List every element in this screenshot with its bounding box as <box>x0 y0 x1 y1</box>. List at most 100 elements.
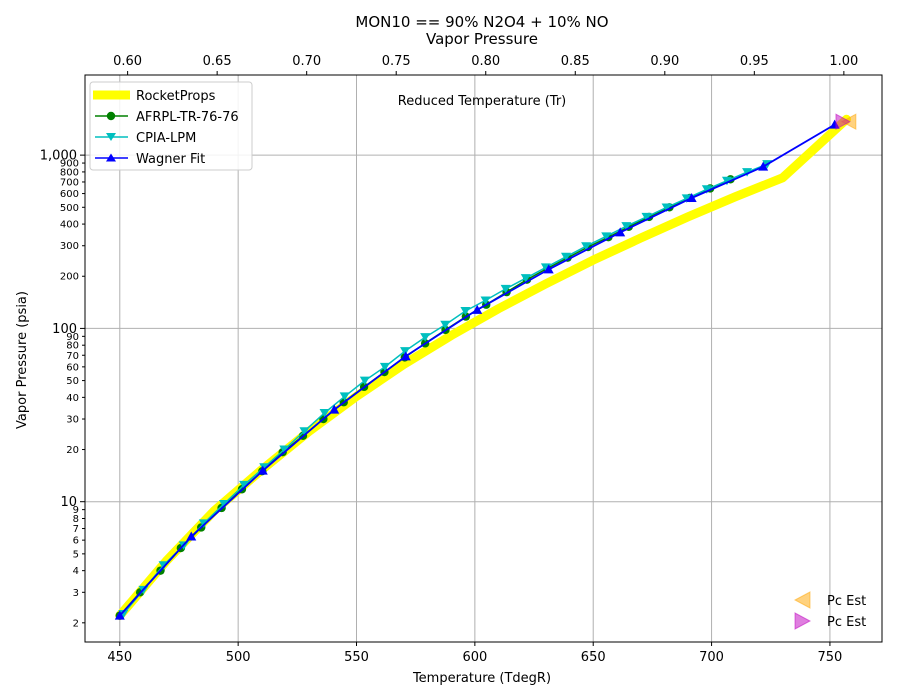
x-tick-label: 750 <box>818 650 843 665</box>
x2-tick-label: 0.85 <box>561 54 590 69</box>
y-minor-tick-label: 600 <box>60 189 79 200</box>
series-pc-est-right <box>835 113 852 130</box>
y-minor-tick-label: 40 <box>66 393 79 404</box>
x-tick-label: 650 <box>581 650 606 665</box>
data-point <box>615 227 626 237</box>
y-minor-tick-label: 7 <box>73 524 79 535</box>
data-point <box>118 609 129 619</box>
data-point <box>480 296 491 305</box>
data-point <box>460 307 471 316</box>
series-line <box>115 114 851 621</box>
y-minor-tick-label: 20 <box>66 445 79 456</box>
data-point <box>279 445 290 455</box>
legend-entry-afrpl: AFRPL-TR-76-76 <box>95 110 239 125</box>
y-minor-tick-label: 70 <box>66 351 79 362</box>
data-point <box>601 232 612 241</box>
data-point <box>701 185 712 194</box>
data-point <box>319 408 330 418</box>
y-minor-tick-label: 800 <box>60 167 79 178</box>
legend-label: RocketProps <box>136 89 216 104</box>
data-point <box>329 404 340 414</box>
data-point <box>681 194 692 203</box>
legend-entry-pc-right: Pc Est <box>794 612 866 630</box>
data-point <box>420 333 431 342</box>
x2-tick-label: 0.65 <box>203 54 232 69</box>
data-point <box>661 203 672 212</box>
y-minor-tick-label: 400 <box>60 220 79 231</box>
data-point <box>520 274 531 283</box>
data-point <box>500 284 511 294</box>
y-minor-tick-label: 200 <box>60 272 79 283</box>
legend-label: Pc Est <box>827 615 866 630</box>
series-line <box>119 178 731 617</box>
y-tick-label: 100 <box>52 322 77 337</box>
x-tick-label: 550 <box>344 650 369 665</box>
legend-label: Pc Est <box>827 594 866 609</box>
x-axis-label: Temperature (TdegR) <box>412 671 551 686</box>
legend-entry-cpia: CPIA-LPM <box>95 131 196 146</box>
x-tick-label: 450 <box>107 650 132 665</box>
x-tick-label: 700 <box>699 650 724 665</box>
data-point <box>400 351 411 361</box>
data-point <box>472 304 483 314</box>
y-minor-tick-label: 4 <box>73 566 79 577</box>
x-tick-label: 500 <box>226 650 251 665</box>
y-minor-tick-label: 9 <box>73 505 79 516</box>
data-point <box>379 362 390 372</box>
y-minor-tick-label: 6 <box>73 536 79 547</box>
legend-label: Wagner Fit <box>136 152 205 167</box>
x2-tick-label: 0.75 <box>382 54 411 69</box>
y-minor-tick-label: 3 <box>73 588 79 599</box>
data-point <box>758 161 769 171</box>
data-point <box>400 347 411 356</box>
data-point <box>721 176 732 186</box>
data-point <box>440 320 451 330</box>
x2-tick-label: 0.95 <box>740 54 769 69</box>
y-minor-tick-label: 300 <box>60 241 79 252</box>
data-point <box>560 252 571 262</box>
plot-series <box>114 113 857 621</box>
y-minor-tick-label: 900 <box>60 159 79 170</box>
data-point <box>257 465 268 475</box>
legend-label: CPIA-LPM <box>136 131 196 146</box>
data-point <box>686 192 697 202</box>
legend-pc: Pc Est Pc Est <box>793 591 866 630</box>
x-tick-label: 600 <box>462 650 487 665</box>
data-point <box>581 242 592 251</box>
data-point <box>742 168 753 177</box>
y-minor-tick-label: 500 <box>60 203 79 214</box>
y-minor-tick-label: 5 <box>73 549 79 560</box>
data-point <box>621 222 632 231</box>
x2-tick-label: 0.70 <box>292 54 321 69</box>
x2-tick-label: 0.80 <box>471 54 500 69</box>
data-point <box>835 113 852 130</box>
data-point <box>299 427 310 436</box>
y-minor-tick-label: 8 <box>73 514 79 525</box>
data-point <box>186 531 197 541</box>
chart-title: MON10 == 90% N2O4 + 10% NO <box>355 13 608 31</box>
chart-subtitle: Vapor Pressure <box>426 30 538 48</box>
legend-entry-wagner: Wagner Fit <box>95 152 205 167</box>
y-minor-tick-label: 50 <box>66 376 79 387</box>
y-minor-tick-label: 2 <box>73 618 79 629</box>
legend-entry-rocketprops: RocketProps <box>93 89 216 104</box>
data-point <box>641 212 652 222</box>
data-point <box>359 376 370 386</box>
y-minor-tick-label: 60 <box>66 362 79 373</box>
x2-tick-label: 0.60 <box>113 54 142 69</box>
series-cpia <box>118 160 773 619</box>
plot-frame <box>84 74 883 643</box>
top-axis-label: Reduced Temperature (Tr) <box>398 94 566 109</box>
y-axis-label: Vapor Pressure (psia) <box>15 291 30 429</box>
legend: RocketProps AFRPL-TR-76-76 CPIA-LPM Wagn… <box>89 81 253 171</box>
legend-label: AFRPL-TR-76-76 <box>136 110 239 125</box>
legend-frame <box>89 81 253 171</box>
x2-tick-label: 0.90 <box>650 54 679 69</box>
x2-tick-label: 1.00 <box>829 54 858 69</box>
y-minor-tick-label: 700 <box>60 177 79 188</box>
data-point <box>339 392 350 401</box>
y-minor-tick-label: 80 <box>66 341 79 352</box>
data-point <box>114 610 125 620</box>
